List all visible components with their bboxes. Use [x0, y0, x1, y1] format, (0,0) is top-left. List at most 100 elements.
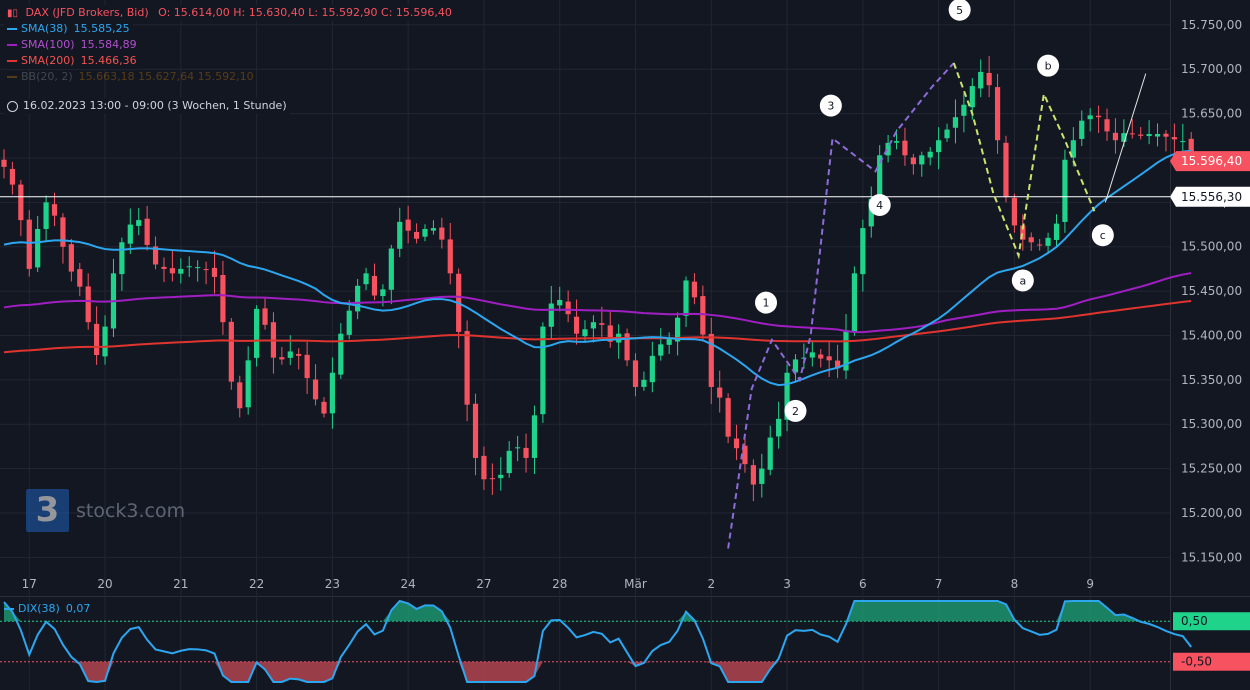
- candles: [1, 55, 1194, 502]
- candle-body: [607, 325, 613, 342]
- x-tick-label: 28: [552, 577, 567, 591]
- wave-label-text: b: [1045, 60, 1052, 73]
- y-tick-label: 15.650,00: [1181, 107, 1242, 121]
- candle-body: [725, 398, 731, 437]
- wave-label-circle: [755, 291, 778, 314]
- candle-body: [1062, 159, 1068, 222]
- dix-label: DIX(38): [18, 602, 60, 615]
- candle-body: [85, 286, 91, 323]
- candle-body: [346, 310, 352, 335]
- legend-sma38[interactable]: SMA(38) 15.585,25: [4, 21, 133, 37]
- candle-body: [430, 228, 437, 231]
- candle-body: [893, 141, 900, 143]
- x-tick-label: 21: [173, 577, 188, 591]
- candle-body: [329, 372, 335, 414]
- candle-body: [624, 333, 630, 361]
- sma100-label: SMA(100): [21, 38, 75, 51]
- candle-body: [1003, 142, 1009, 198]
- dix-label-text: -0,50: [1181, 655, 1212, 669]
- wave-label-text: 1: [763, 297, 770, 310]
- candle-body: [380, 289, 386, 297]
- y-tick-label: 15.450,00: [1181, 284, 1242, 298]
- candle-body: [548, 303, 554, 327]
- candle-body: [961, 104, 967, 116]
- wave-label-3: 3: [819, 94, 842, 117]
- candle-body: [1154, 134, 1161, 137]
- price-label-text: 15.556,30: [1181, 190, 1242, 204]
- legend-bb[interactable]: BB(20, 2) 15.663,18 15.627,64 15.592,10: [4, 69, 455, 85]
- candle-body: [986, 72, 992, 86]
- candle-body: [397, 221, 403, 249]
- candle-body: [834, 360, 841, 369]
- candle-body: [211, 267, 218, 277]
- candle-body: [994, 87, 1001, 141]
- wave-label-4: 4: [868, 194, 891, 217]
- bb-swatch: [7, 76, 17, 78]
- sma38-value: 15.585,25: [73, 22, 130, 35]
- legend-sma100[interactable]: SMA(100) 15.584,89: [4, 37, 140, 53]
- candle-body: [1146, 134, 1152, 137]
- y-tick-label: 15.200,00: [1181, 506, 1242, 520]
- candle-body: [296, 353, 302, 356]
- candle-body: [489, 478, 495, 480]
- legend-sma200[interactable]: SMA(200) 15.466,36: [4, 53, 140, 69]
- candle-body: [94, 323, 100, 355]
- last-price-label: 15.596,40: [1170, 151, 1250, 172]
- stock3-logo-icon: 3: [26, 489, 69, 532]
- candle-body: [136, 220, 142, 226]
- candle-body: [599, 323, 605, 325]
- candle-body: [927, 151, 933, 158]
- candle-body: [321, 401, 327, 414]
- candle-body: [186, 266, 192, 268]
- x-tick-label: 8: [1011, 577, 1019, 591]
- dix-legend[interactable]: DIX(38) 0,07: [4, 602, 90, 615]
- candle-body: [1112, 132, 1119, 141]
- impulse-wave-line: [727, 62, 955, 549]
- x-tick-label: Mär: [624, 577, 647, 591]
- candle-body: [1028, 237, 1034, 243]
- candle-body: [632, 360, 639, 387]
- price-label-text: 15.596,40: [1181, 154, 1242, 168]
- wave-label-circle: [784, 399, 807, 422]
- candle-body: [540, 326, 546, 415]
- candle-body: [102, 326, 108, 357]
- x-tick-label: 3: [783, 577, 791, 591]
- candle-body: [801, 357, 807, 359]
- candle-body: [127, 224, 133, 244]
- candle-body: [388, 248, 394, 290]
- x-tick-label: 20: [97, 577, 112, 591]
- dix-pane: 0,50 -0,50: [0, 599, 1250, 683]
- candle-body: [26, 219, 32, 269]
- y-tick-label: 15.400,00: [1181, 328, 1242, 342]
- candle-body: [1104, 119, 1110, 132]
- candle-body: [1079, 120, 1085, 139]
- x-tick-label: 17: [22, 577, 37, 591]
- candle-body: [447, 239, 453, 274]
- x-tick-label: 27: [476, 577, 491, 591]
- candle-body: [868, 198, 874, 227]
- candle-body: [1011, 197, 1017, 226]
- wave-label-circle: [948, 0, 971, 21]
- x-tick-label: 7: [935, 577, 943, 591]
- candle-body: [371, 276, 378, 296]
- candle-body: [304, 354, 310, 379]
- candle-body: [742, 445, 748, 465]
- candle-body: [557, 299, 563, 306]
- sma38-line: [3, 149, 1192, 387]
- corrective-wave-line: [952, 62, 1096, 260]
- wave-label-text: 3: [827, 100, 834, 113]
- sma100-swatch: [7, 44, 17, 46]
- dix-lower-label: -0,50: [1173, 652, 1250, 671]
- dix-label-box: [1173, 612, 1250, 631]
- candle-body: [1188, 138, 1194, 162]
- wave-label-circle: [1091, 224, 1114, 247]
- dix-swatch: [4, 608, 14, 610]
- y-tick-label: 15.350,00: [1181, 373, 1242, 387]
- candle-body: [877, 155, 883, 202]
- candle-body: [43, 202, 49, 229]
- candle-body: [9, 168, 16, 185]
- y-tick-label: 15.250,00: [1181, 462, 1242, 476]
- dix-overbought-fill: [4, 601, 1192, 622]
- candle-body: [1087, 115, 1093, 120]
